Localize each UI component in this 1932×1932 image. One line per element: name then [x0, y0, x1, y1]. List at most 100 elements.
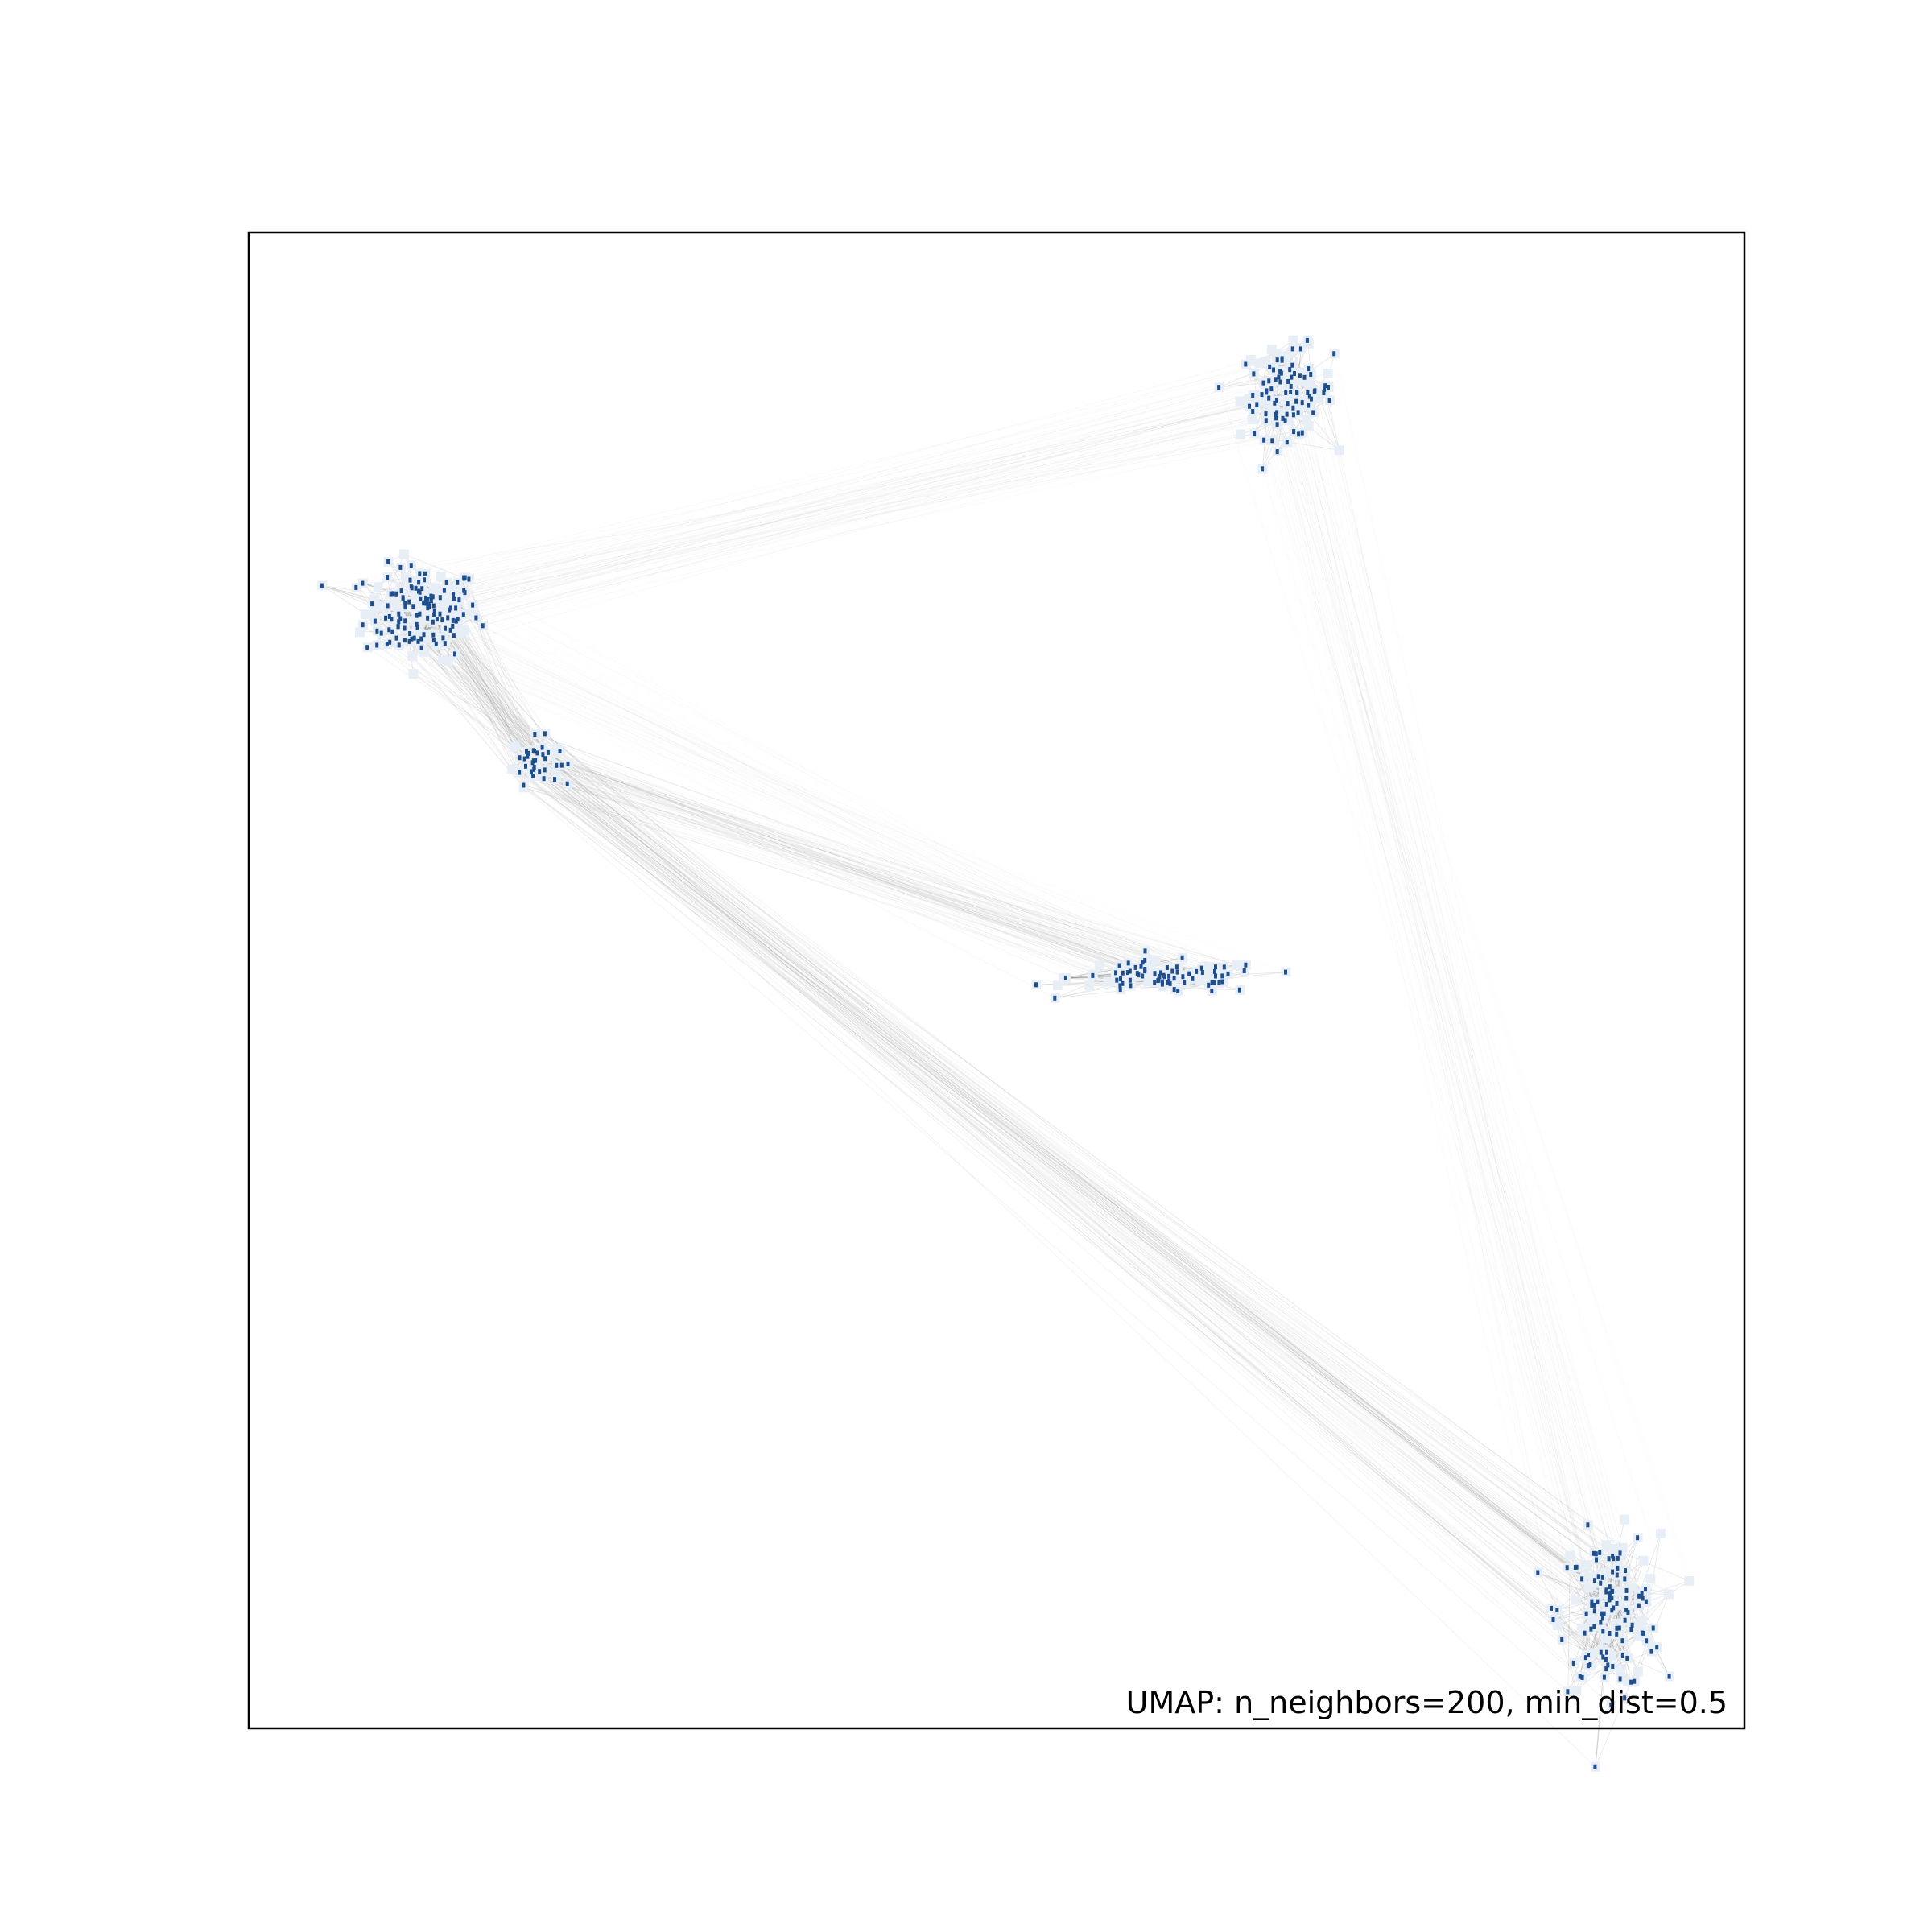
- data-point: [1636, 1535, 1640, 1541]
- data-point: [1290, 362, 1294, 368]
- edge-line: [400, 567, 1121, 980]
- data-point: [1285, 440, 1289, 445]
- data-point: [1274, 415, 1278, 421]
- data-point: [1594, 1551, 1598, 1557]
- cluster-1: [507, 729, 573, 793]
- data-point: [542, 776, 546, 782]
- edge-bundle-layer: [322, 340, 1690, 1768]
- edge-line: [533, 775, 1616, 1550]
- data-point: [1620, 1638, 1624, 1644]
- edge-line: [1538, 1572, 1587, 1658]
- data-point: [1168, 980, 1172, 986]
- edge-line: [417, 627, 1178, 968]
- data-point: [1135, 971, 1139, 976]
- edge-line: [464, 399, 1331, 591]
- edge-line: [447, 628, 1241, 991]
- data-point: [1174, 964, 1179, 970]
- edge-line: [1286, 414, 1621, 1554]
- data-point: [410, 636, 414, 642]
- edge-line: [1301, 349, 1604, 1650]
- data-point: [1313, 388, 1317, 394]
- edge-line: [451, 608, 1124, 985]
- parameter-annotation: UMAP: n_neighbors=200, min_dist=0.5: [1126, 1685, 1728, 1720]
- edge-line: [415, 609, 1218, 981]
- point-halo: [1266, 345, 1277, 355]
- data-point: [543, 756, 547, 762]
- edge-line: [435, 414, 1288, 614]
- edge-line: [514, 746, 1629, 1612]
- edge-line: [372, 371, 1289, 607]
- edge-line: [556, 765, 1157, 978]
- edge-line: [523, 786, 1144, 963]
- data-point: [543, 731, 547, 737]
- data-point: [422, 601, 426, 606]
- data-point: [397, 642, 401, 648]
- data-point: [1212, 980, 1216, 985]
- data-point: [461, 612, 465, 617]
- data-point: [1213, 968, 1216, 974]
- data-point: [1306, 390, 1310, 395]
- edge-line: [543, 778, 1613, 1572]
- point-halo: [1601, 1540, 1612, 1550]
- edge-line: [431, 600, 1213, 987]
- edge-line: [444, 619, 1118, 980]
- plot-area-frame: [247, 231, 1746, 1730]
- point-halo: [1303, 420, 1314, 431]
- data-point: [391, 591, 395, 597]
- data-point: [1264, 418, 1268, 423]
- data-point: [1269, 386, 1274, 392]
- point-halo: [428, 583, 439, 593]
- data-point: [1608, 1592, 1612, 1597]
- data-point: [1629, 1627, 1633, 1632]
- edge-line: [555, 748, 1626, 1621]
- data-point: [375, 642, 379, 648]
- data-point: [408, 631, 412, 636]
- edge-line: [424, 432, 1255, 604]
- edge-line: [534, 749, 1157, 978]
- edge-line: [1325, 386, 1604, 1650]
- data-point: [424, 595, 427, 601]
- edge-line: [442, 398, 1269, 596]
- edge-line: [555, 774, 1627, 1611]
- edge-line: [526, 766, 1619, 1606]
- data-point: [1604, 1587, 1608, 1593]
- data-point: [1610, 1595, 1614, 1600]
- data-point: [1153, 971, 1157, 976]
- edge-line: [543, 778, 1619, 1569]
- data-point: [440, 617, 444, 623]
- edge-line: [533, 758, 1627, 1611]
- data-point: [1253, 431, 1257, 436]
- data-point: [1624, 1608, 1629, 1613]
- data-point: [1620, 1653, 1624, 1658]
- data-point: [1255, 402, 1259, 407]
- data-point: [1248, 403, 1251, 409]
- data-point: [449, 605, 452, 611]
- data-point: [1165, 965, 1169, 970]
- edge-line: [440, 377, 1292, 615]
- edge-line: [456, 370, 1290, 609]
- data-point: [1323, 383, 1327, 389]
- edge-line: [539, 770, 1642, 1624]
- point-halo: [1620, 1514, 1630, 1525]
- data-point: [1592, 1608, 1596, 1614]
- data-point: [1606, 1662, 1610, 1668]
- edge-line: [528, 753, 1647, 1641]
- data-point: [390, 629, 394, 634]
- data-point: [1593, 1602, 1596, 1608]
- data-point: [1610, 1608, 1614, 1613]
- edge-line: [568, 763, 1616, 1604]
- edge-line: [543, 778, 1224, 980]
- data-point: [525, 749, 528, 754]
- data-point: [407, 599, 411, 605]
- edge-line: [356, 360, 1283, 588]
- points-layer: [317, 335, 1695, 1772]
- edge-line: [535, 750, 1621, 1679]
- data-point: [431, 594, 435, 600]
- data-point: [1565, 1565, 1569, 1571]
- data-point: [1117, 963, 1121, 968]
- data-point: [1592, 1624, 1596, 1629]
- point-halo: [1254, 358, 1265, 369]
- edge-line: [535, 733, 1197, 972]
- point-halo: [1103, 976, 1113, 987]
- cluster-0: [317, 549, 489, 679]
